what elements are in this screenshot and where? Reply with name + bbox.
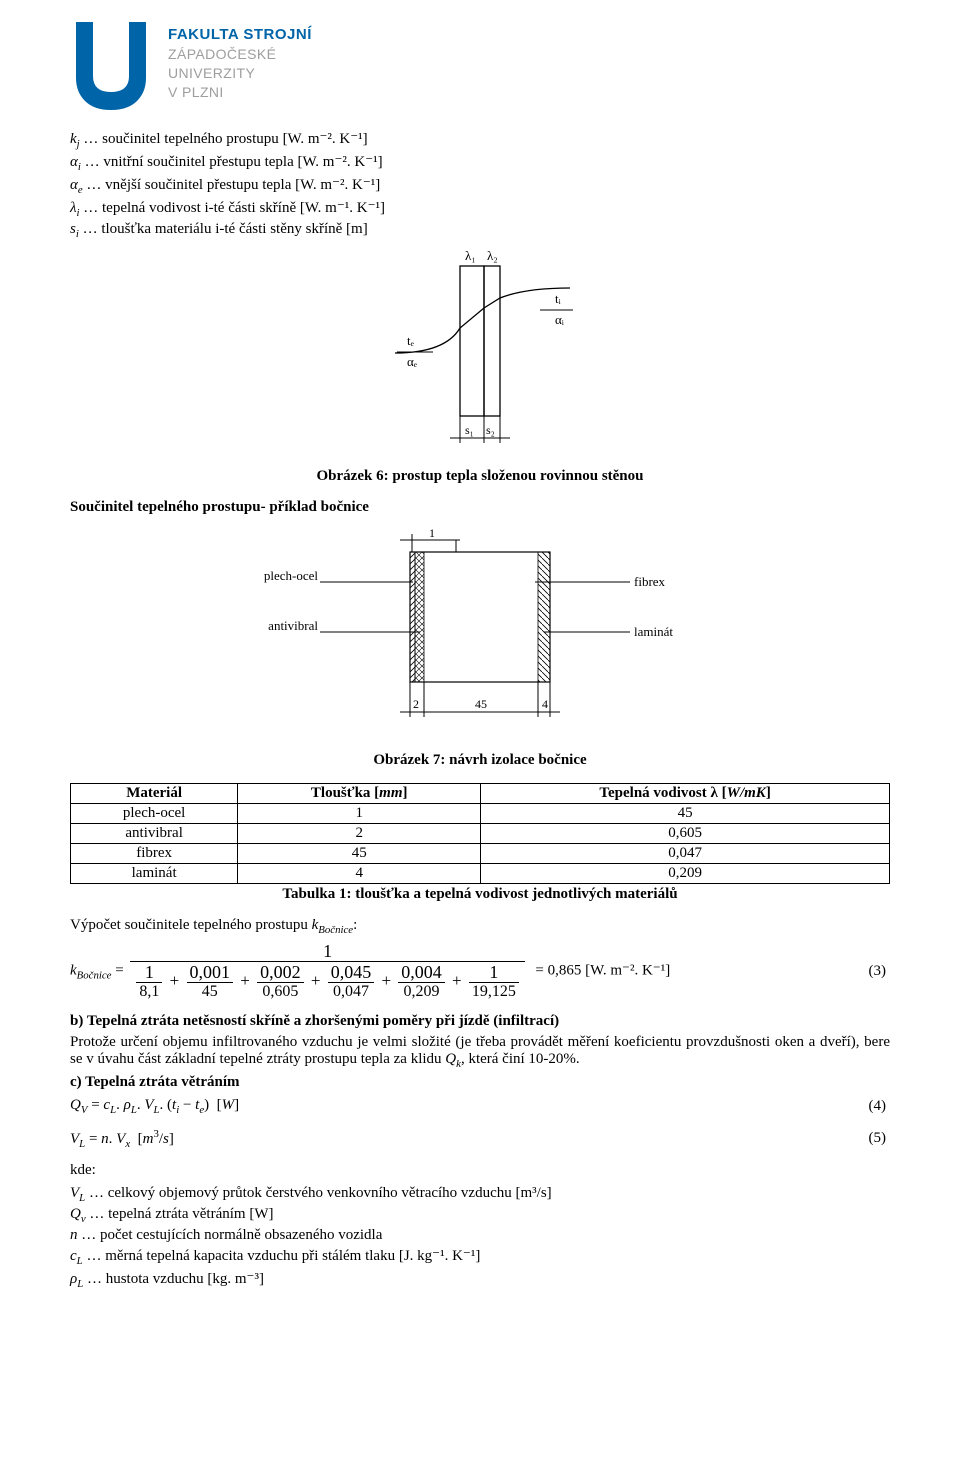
calc-intro: Výpočet součinitele tepelného prostupu k… [70,917,890,936]
svg-text:2: 2 [413,697,419,711]
table-row: plech-ocel145 [71,804,890,824]
def-rhoL: ρL … hustota vzduchu [kg. m⁻³] [70,1269,890,1290]
table-row: laminát40,209 [71,864,890,884]
equation-3: kBočnice = 1 18,1 + 0,00145 + 0,0020,605… [70,942,890,1001]
eq-number-3: (3) [842,963,890,980]
svg-text:fibrex: fibrex [634,574,666,589]
svg-text:αₑ: αₑ [407,354,418,369]
kde-label: kde: [70,1162,890,1179]
section-b-text: Protože určení objemu infiltrovaného vzd… [70,1034,890,1070]
figure-7-caption: Obrázek 7: návrh izolace bočnice [70,752,890,769]
col-material: Materiál [71,784,238,804]
svg-text:s₂: s₂ [486,423,495,437]
col-lambda: Tepelná vodivost λ [W/mK] [481,784,890,804]
figure-6-caption: Obrázek 6: prostup tepla složenou rovinn… [70,468,890,485]
logo-sub3: V PLZNI [168,83,312,102]
figure-7-diagram: plech-ocel antivibral fibrex laminát 1 2… [260,522,700,742]
symbol-definitions-1: kj … součinitel tepelného prostupu [W. m… [70,129,890,240]
svg-text:laminát: laminát [634,624,673,639]
svg-text:plech-ocel: plech-ocel [264,568,319,583]
def-kj: kj … součinitel tepelného prostupu [W. m… [70,129,890,150]
svg-text:s₁: s₁ [465,423,474,437]
col-thickness: Tloušťka [mm] [238,784,481,804]
logo-u-icon [70,20,150,115]
eq-number-5: (5) [842,1130,890,1147]
logo-faculty: FAKULTA STROJNÍ [168,26,312,43]
figure-6-diagram: λ₁ λ₂ tᵢ αᵢ tₑ αₑ s₁ s₂ [365,248,595,458]
svg-text:λ₁: λ₁ [465,248,476,263]
equation-4: QV = cL. ρL. VL. (ti − te) [W] (4) [70,1097,890,1116]
def-n: n … počet cestujících normálně obsazenéh… [70,1227,890,1244]
table-1-caption: Tabulka 1: tloušťka a tepelná vodivost j… [70,886,890,903]
def-lambda-i: λi … tepelná vodivost i-té části skříně … [70,198,890,219]
equation-5: VL = n. Vx [m3/s] (5) [70,1128,890,1150]
section-b-title: b) Tepelná ztráta netěsností skříně a zh… [70,1013,890,1030]
def-s-i: si … tloušťka materiálu i-té části stěny… [70,221,890,240]
section-c-title: c) Tepelná ztráta větráním [70,1074,890,1091]
def-vL: VL … celkový objemový průtok čerstvého v… [70,1185,890,1204]
symbol-definitions-2: VL … celkový objemový průtok čerstvého v… [70,1185,890,1290]
logo-sub1: ZÁPADOČESKÉ [168,45,312,64]
def-alpha-i: αi … vnitřní součinitel přestupu tepla [… [70,152,890,173]
def-qv: Qv … tepelná ztráta větráním [W] [70,1206,890,1225]
table-row: antivibral20,605 [71,824,890,844]
svg-text:αᵢ: αᵢ [555,312,565,327]
svg-text:λ₂: λ₂ [487,248,498,263]
svg-text:4: 4 [542,697,548,711]
svg-text:tₑ: tₑ [407,333,415,348]
heading-bocnice: Součinitel tepelného prostupu- příklad b… [70,499,890,516]
svg-text:45: 45 [475,697,487,711]
def-cL: cL … měrná tepelná kapacita vzduchu při … [70,1246,890,1267]
materials-table: Materiál Tloušťka [mm] Tepelná vodivost … [70,783,890,884]
logo-sub2: UNIVERZITY [168,64,312,83]
svg-text:tᵢ: tᵢ [555,291,562,306]
university-logo-block: FAKULTA STROJNÍ ZÁPADOČESKÉ UNIVERZITY V… [70,20,890,115]
svg-text:antivibral: antivibral [268,618,318,633]
table-row: fibrex450,047 [71,844,890,864]
def-alpha-e: αe … vnější součinitel přestupu tepla [W… [70,175,890,196]
eq-number-4: (4) [842,1098,890,1115]
svg-text:1: 1 [429,526,435,540]
